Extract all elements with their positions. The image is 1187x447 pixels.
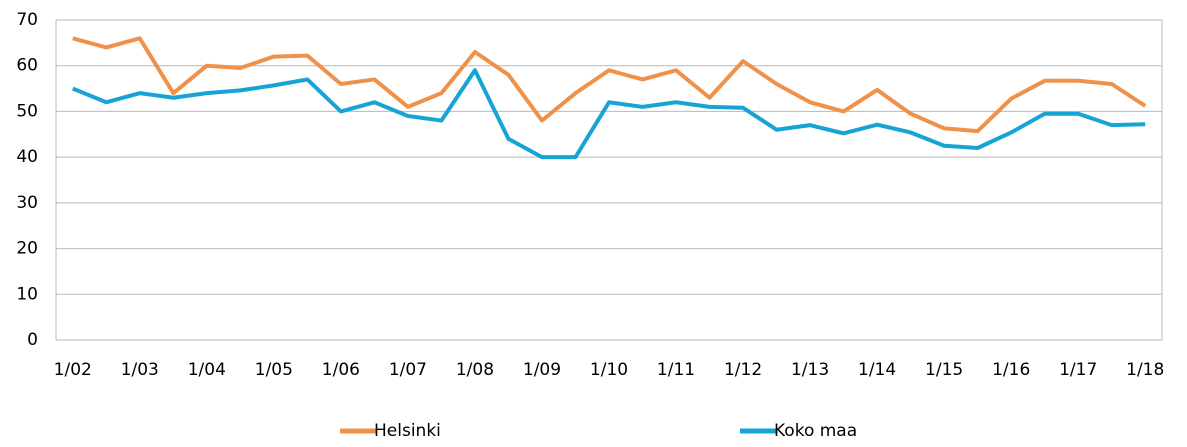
y-tick-label: 30 (16, 193, 38, 213)
x-tick-label: 1/09 (523, 360, 561, 380)
y-tick-label: 0 (27, 330, 38, 350)
x-tick-label: 1/15 (925, 360, 963, 380)
y-tick-label: 20 (16, 239, 38, 259)
x-tick-label: 1/13 (791, 360, 829, 380)
x-tick-label: 1/11 (657, 360, 695, 380)
x-tick-label: 1/14 (858, 360, 896, 380)
x-tick-label: 1/07 (389, 360, 427, 380)
x-tick-label: 1/02 (54, 360, 92, 380)
x-tick-label: 1/04 (188, 360, 226, 380)
x-tick-label: 1/06 (322, 360, 360, 380)
series-line (72, 68, 1146, 160)
x-tick-label: 1/05 (255, 360, 293, 380)
x-tick-label: 1/18 (1126, 360, 1164, 380)
legend-label: Helsinki (374, 421, 441, 441)
y-tick-label: 70 (16, 10, 38, 30)
x-tick-label: 1/17 (1059, 360, 1097, 380)
legend-label: Koko maa (774, 421, 857, 441)
series-line (72, 36, 1147, 134)
x-tick-label: 1/12 (724, 360, 762, 380)
y-tick-label: 60 (16, 56, 38, 76)
x-tick-label: 1/10 (590, 360, 628, 380)
y-tick-label: 50 (16, 101, 38, 121)
x-tick-label: 1/16 (992, 360, 1030, 380)
y-tick-label: 10 (16, 284, 38, 304)
x-tick-label: 1/03 (121, 360, 159, 380)
y-tick-label: 40 (16, 147, 38, 167)
x-tick-label: 1/08 (456, 360, 494, 380)
